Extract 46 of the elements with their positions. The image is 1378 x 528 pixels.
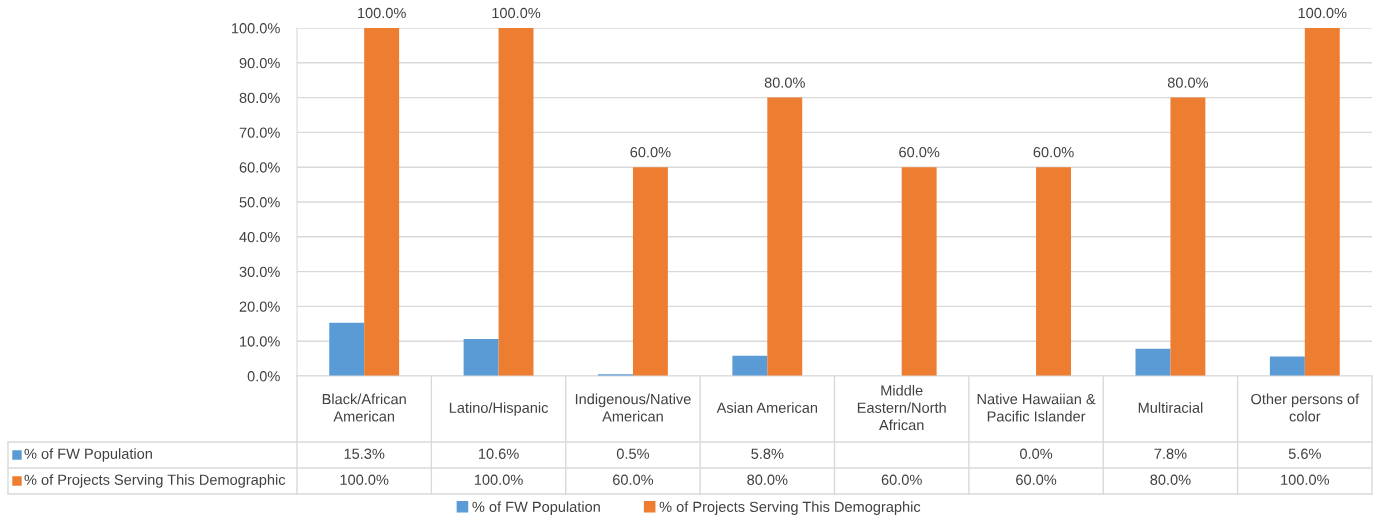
y-tick-label: 70.0% xyxy=(239,127,280,138)
data-label: 0.0% xyxy=(1020,448,1053,459)
annotation: 100.0% xyxy=(358,7,406,19)
data-label: 5.8% xyxy=(751,448,784,459)
data-label: 60.0% xyxy=(613,474,654,485)
y-tick-label: 40.0% xyxy=(239,231,280,243)
text: % of FW Population xyxy=(24,448,152,462)
data-label: 15.3% xyxy=(344,448,385,459)
text: % of Projects Serving This Demographic xyxy=(24,474,286,488)
y-tick-label: 20.0% xyxy=(239,301,280,312)
y-tick-label: 90.0% xyxy=(239,57,280,69)
x-tick-label: Indigenous/Native American xyxy=(575,393,691,422)
x-tick-label: Asian American xyxy=(716,402,818,413)
annotation: 100.0% xyxy=(1298,7,1347,19)
y-tick-label: 80.0% xyxy=(239,92,280,104)
x-tick-label: Native Hawaiian & Pacific Islander xyxy=(977,393,1096,422)
annotation: 80.0% xyxy=(764,77,805,88)
y-tick-label: 100.0% xyxy=(231,23,280,34)
data-label: 100.0% xyxy=(1281,474,1330,485)
data-label: 80.0% xyxy=(1150,474,1191,485)
data-label: 60.0% xyxy=(1016,474,1057,485)
annotation: 100.0% xyxy=(492,7,541,19)
y-tick-label: 30.0% xyxy=(239,266,280,278)
data-label: 7.8% xyxy=(1154,448,1187,459)
data-label: 100.0% xyxy=(474,474,523,485)
legend-label: % of Projects Serving This Demographic xyxy=(659,501,921,515)
annotation: 80.0% xyxy=(1167,77,1209,88)
data-label: 0.5% xyxy=(616,448,650,459)
x-tick-label: Latino/Hispanic xyxy=(449,402,549,416)
y-tick-label: 10.0% xyxy=(240,336,280,347)
y-tick-label: 60.0% xyxy=(239,162,280,173)
data-label: 100.0% xyxy=(340,474,389,485)
x-tick-label: Other persons of color xyxy=(1251,393,1360,422)
annotation: 60.0% xyxy=(1033,147,1074,158)
data-label: 5.6% xyxy=(1288,448,1321,459)
x-tick-label: Black/African American xyxy=(322,393,406,422)
annotation: 60.0% xyxy=(899,147,940,158)
x-tick-label: Middle Eastern/North African xyxy=(857,384,946,431)
y-tick-label: 0.0% xyxy=(247,371,280,382)
data-label: 10.6% xyxy=(479,448,519,459)
data-label: 60.0% xyxy=(881,474,922,485)
annotation: 60.0% xyxy=(630,147,671,158)
x-tick-label: Multiracial xyxy=(1138,402,1203,413)
y-tick-label: 50.0% xyxy=(239,197,280,208)
legend-label: % of FW Population xyxy=(472,501,600,515)
data-label: 80.0% xyxy=(747,474,788,485)
